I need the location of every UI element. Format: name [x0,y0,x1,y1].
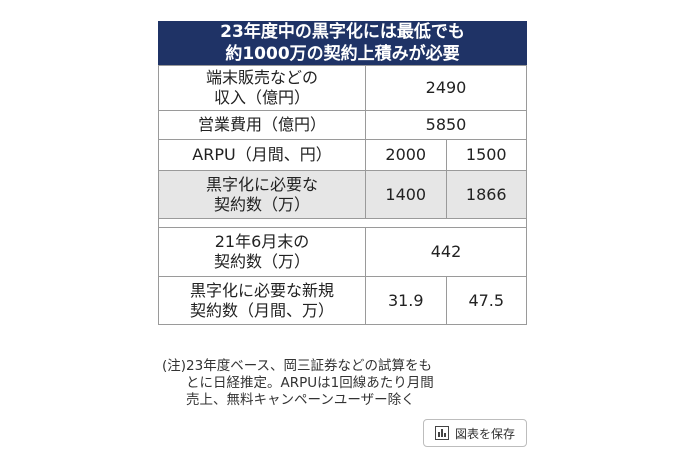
value-needed-contracts-1: 1400 [365,170,447,219]
label-opex: 営業費用（億円） [158,110,366,140]
table-row-opex: 営業費用（億円） 5850 [158,110,527,140]
title-line-2: 約1000万の契約上積みが必要 [225,44,460,64]
table-row-arpu: ARPU（月間、円） 2000 1500 [158,139,527,171]
footnote-line-2: とに日経推定。ARPUは1回線あたり月間 [186,375,434,391]
value-opex: 5850 [365,110,527,140]
value-needed-contracts-2: 1866 [445,170,527,219]
footnote-head: (注) [162,358,187,374]
label-arpu: ARPU（月間、円） [158,139,366,171]
footnote-line-3: 売上、無料キャンペーンユーザー除く [186,392,415,408]
save-chart-label: 図表を保存 [454,426,515,441]
footnote-line-1: 23年度ベース、岡三証券などの試算をも [186,358,433,374]
label-needed-contracts: 黒字化に必要な 契約数（万） [158,170,366,219]
value-arpu-1: 2000 [365,139,447,171]
value-current-contracts: 442 [365,227,527,277]
info-card: 23年度中の黒字化には最低でも 約1000万の契約上積みが必要 端末販売などの … [158,21,527,325]
value-revenue: 2490 [365,65,527,111]
footnote: (注) 23年度ベース、岡三証券などの試算をも とに日経推定。ARPUは1回線あ… [162,358,532,409]
value-arpu-2: 1500 [445,139,527,171]
save-chart-button[interactable]: 図表を保存 [423,419,527,447]
table-row-revenue: 端末販売などの 収入（億円） 2490 [158,65,527,111]
value-new-contracts-1: 31.9 [365,276,447,325]
label-current-contracts: 21年6月末の 契約数（万） [158,227,366,277]
chart-icon [434,426,449,440]
value-new-contracts-2: 47.5 [445,276,527,325]
label-new-contracts: 黒字化に必要な新規 契約数（月間、万） [158,276,366,325]
title-line-1: 23年度中の黒字化には最低でも [220,22,465,42]
table-row-current-contracts: 21年6月末の 契約数（万） 442 [158,227,527,277]
data-table-lower: 21年6月末の 契約数（万） 442 黒字化に必要な新規 契約数（月間、万） 3… [158,227,527,325]
data-table: 端末販売などの 収入（億円） 2490 営業費用（億円） 5850 ARPU（月… [158,65,527,219]
table-gap [158,219,527,227]
table-row-new-contracts: 黒字化に必要な新規 契約数（月間、万） 31.9 47.5 [158,276,527,325]
card-title: 23年度中の黒字化には最低でも 約1000万の契約上積みが必要 [158,21,527,65]
label-revenue: 端末販売などの 収入（億円） [158,65,366,111]
table-row-needed-contracts: 黒字化に必要な 契約数（万） 1400 1866 [158,170,527,219]
